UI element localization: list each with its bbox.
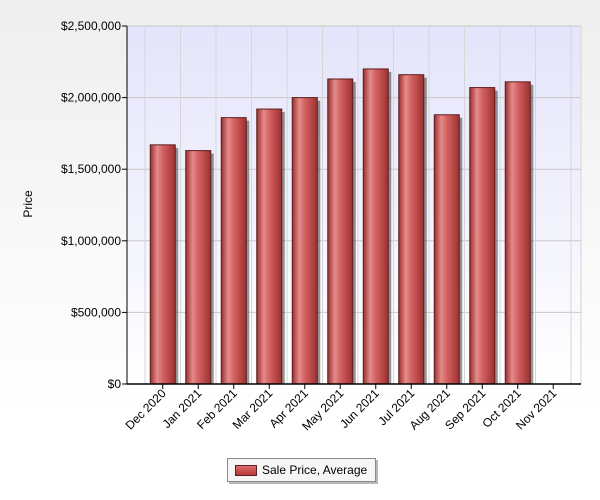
- bar: [220, 117, 247, 385]
- y-axis-tick-label: $0: [108, 377, 122, 391]
- legend: Sale Price, Average: [227, 458, 376, 482]
- axes: [122, 25, 581, 389]
- bar: [504, 81, 531, 385]
- y-axis-title: Price: [21, 190, 35, 218]
- y-axis-tick-labels: $0 $500,000 $1,000,000 $1,500,000 $2,000,000…: [61, 19, 121, 391]
- y-axis-tick-label: $500,000: [71, 305, 121, 319]
- bar: [256, 108, 283, 385]
- bars: [149, 68, 534, 385]
- bar: [433, 114, 460, 385]
- bar: [327, 78, 354, 385]
- bar: [398, 74, 425, 385]
- legend-swatch: [235, 464, 257, 476]
- x-axis-tick-label: Dec 2020: [123, 386, 169, 432]
- bar: [185, 150, 212, 385]
- bar: [469, 87, 496, 385]
- y-axis-tick-label: $1,500,000: [61, 162, 121, 176]
- bar: [362, 68, 389, 385]
- legend-label: Sale Price, Average: [262, 463, 368, 477]
- y-axis-tick-label: $2,000,000: [61, 91, 121, 105]
- y-axis-tick-label: $1,000,000: [61, 234, 121, 248]
- x-axis-tick-label: Jun 2021: [337, 386, 382, 431]
- y-axis-tick-label: $2,500,000: [61, 19, 121, 33]
- bar: [149, 144, 176, 385]
- bar: [291, 97, 318, 385]
